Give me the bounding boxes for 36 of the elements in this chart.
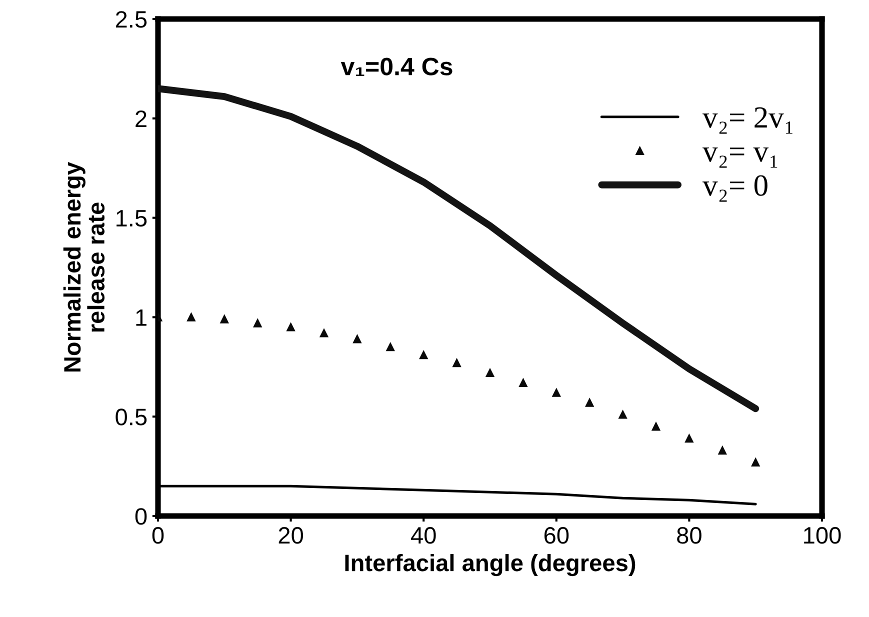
annotation: v₁=0.4 Cs: [340, 58, 452, 76]
legend-label: v₂= 2v₁: [702, 107, 792, 134]
point: [286, 322, 295, 332]
point: [353, 334, 362, 344]
y-tick-label: 1: [136, 310, 146, 326]
point: [187, 313, 196, 322]
x-axis-title: Interfacial angle (degrees): [345, 554, 636, 576]
point: [386, 342, 395, 352]
point: [253, 318, 262, 328]
x-tick-label: 60: [544, 527, 569, 544]
point: [718, 446, 727, 455]
point: [519, 378, 528, 387]
point: [220, 315, 229, 324]
y-tick-label: 0.5: [116, 408, 147, 426]
point: [419, 350, 428, 360]
point: [552, 388, 561, 397]
point: [486, 368, 494, 378]
y-tick-label: 0: [135, 508, 147, 525]
point: [685, 434, 694, 443]
point: [585, 398, 594, 407]
point: [618, 410, 627, 419]
x-tick-label: 100: [804, 527, 841, 544]
y-tick-label: 1.5: [116, 210, 147, 227]
x-tick-label: 0: [152, 527, 164, 544]
y-tick-label: 2: [136, 110, 146, 127]
x-tick-label: 80: [677, 527, 702, 544]
point: [320, 328, 328, 338]
x-tick-label: 20: [278, 527, 304, 544]
point: [452, 358, 461, 368]
point: [751, 458, 760, 466]
legend-label: v₂= v₁: [702, 148, 778, 168]
legend-label: v₂= 0: [702, 175, 768, 202]
y-tick-label: 2.5: [116, 11, 147, 28]
x-tick-label: 40: [411, 527, 436, 544]
y-axis-title: Normalized energy release rate: [63, 162, 105, 372]
point: [652, 422, 660, 431]
